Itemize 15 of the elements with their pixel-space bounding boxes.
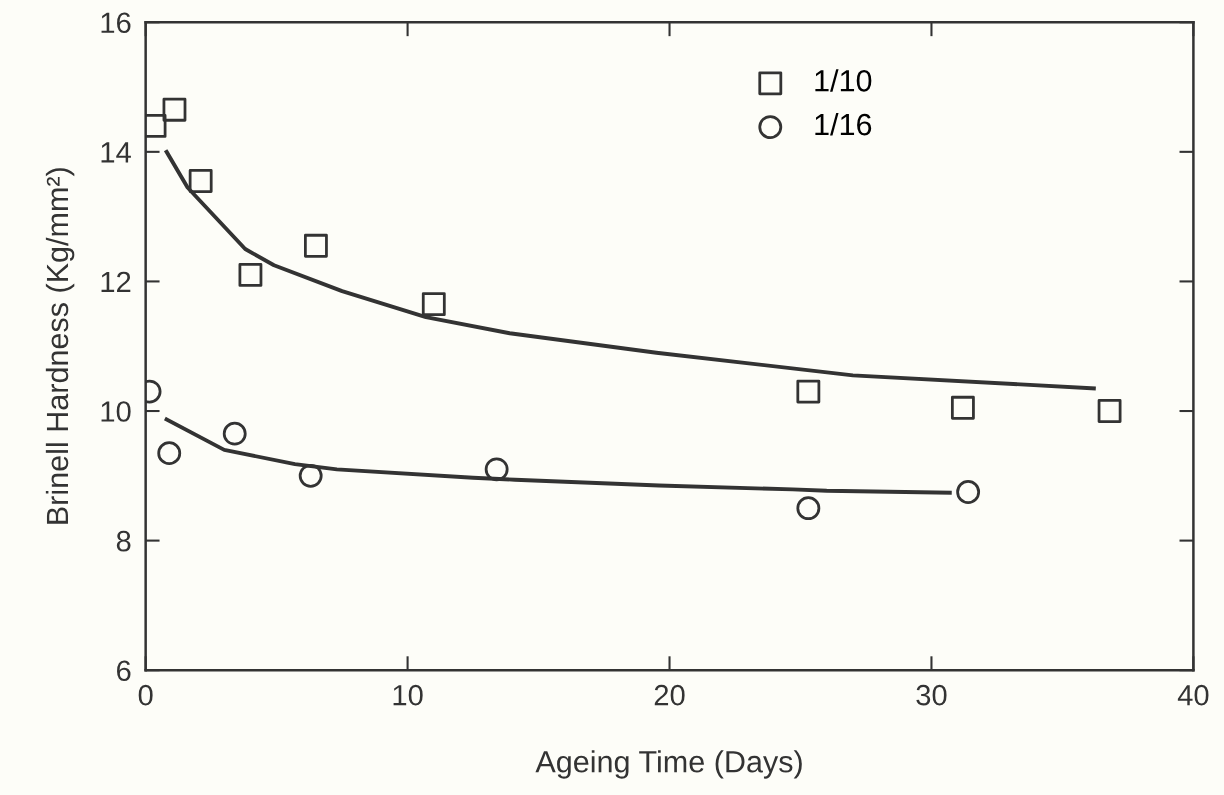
y-tick-label: 16 — [101, 12, 131, 34]
x-tick-label: 30 — [916, 684, 947, 706]
y-tick-label: 12 — [101, 271, 131, 292]
x-tick-label: 10 — [393, 684, 423, 706]
legend-label: 1/16 — [815, 112, 872, 136]
y-tick-label: 8 — [116, 530, 131, 552]
x-axis-title: Ageing Time (Days) — [535, 750, 802, 779]
x-tick-label: 0 — [138, 684, 153, 706]
legend-label: 1/10 — [815, 69, 872, 92]
y-tick-label: 10 — [101, 401, 131, 422]
y-tick-label: 6 — [117, 660, 131, 682]
x-tick-label: 40 — [1177, 684, 1209, 706]
x-tick-label: 20 — [654, 684, 685, 706]
y-tick-label: 14 — [101, 142, 131, 163]
y-axis-title: Brinell Hardness (Kg/mm²) — [45, 168, 75, 524]
